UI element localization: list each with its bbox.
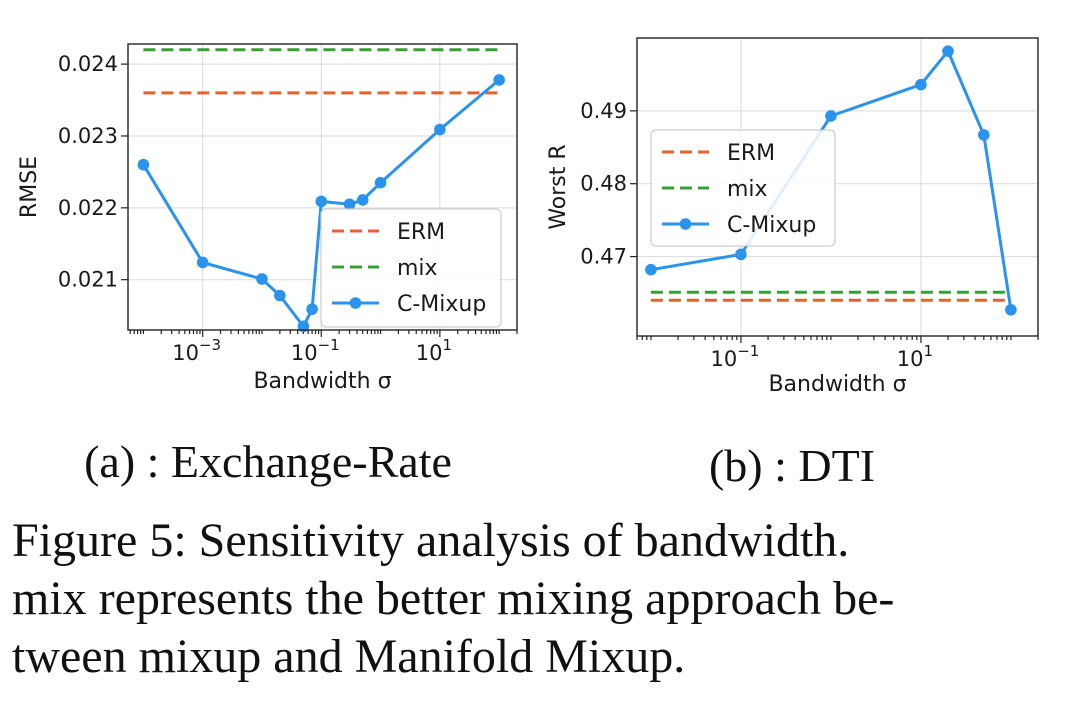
data-point-c-mixup xyxy=(434,123,446,136)
data-point-c-mixup xyxy=(196,256,209,269)
legend-label-c-mixup: C-Mixup xyxy=(397,292,486,317)
legend-label-mix: mix xyxy=(397,256,438,281)
y-tick-label: 0.49 xyxy=(580,99,627,123)
data-point-c-mixup xyxy=(306,303,318,315)
x-tick-exponent: 1 xyxy=(442,336,452,354)
data-point-c-mixup xyxy=(315,195,328,208)
y-tick-label: 0.021 xyxy=(58,268,118,292)
caption-line-3: tween mixup and Manifold Mixup. xyxy=(12,630,686,683)
y-tick-label: 0.48 xyxy=(580,172,627,196)
x-axis-label: Bandwidth σ xyxy=(768,372,906,397)
x-tick-exponent: −3 xyxy=(199,336,221,354)
legend-label-c-mixup: C-Mixup xyxy=(727,213,816,238)
data-point-c-mixup xyxy=(256,273,268,285)
legend-marker-c-mixup xyxy=(679,218,692,230)
y-axis-label: RMSE xyxy=(17,156,42,218)
subcaption-a: (a) : Exchange-Rate xyxy=(84,436,452,487)
caption-line-2: mix represents the better mixing approac… xyxy=(12,572,895,625)
chart-exchange-rate: 10−3 10−1 1010.0210.0220.0230.024Bandwidth… xyxy=(17,43,518,394)
x-tick-exponent: −1 xyxy=(318,336,340,354)
plot-frame xyxy=(636,37,1039,337)
legend-marker-c-mixup xyxy=(349,297,362,309)
x-tick-label: 10−1 xyxy=(291,336,340,365)
x-tick-label: 101 xyxy=(897,342,933,371)
subcaption-b: (b) : DTI xyxy=(709,440,875,491)
data-point-c-mixup xyxy=(274,289,286,302)
legend-label-erm: ERM xyxy=(397,220,445,245)
x-tick-base: 10 xyxy=(416,341,443,365)
y-axis-label: Worst R xyxy=(546,144,571,229)
legend-box xyxy=(650,129,836,247)
x-tick-label: 10−3 xyxy=(172,336,221,365)
x-tick-label: 10−1 xyxy=(711,342,760,371)
legend-label-mix: mix xyxy=(727,177,768,202)
x-tick-base: 10 xyxy=(172,341,199,365)
legend-box xyxy=(320,208,502,328)
x-axis-label: Bandwidth σ xyxy=(253,369,391,394)
data-point-c-mixup xyxy=(825,110,837,122)
data-point-c-mixup xyxy=(374,176,387,189)
y-tick-label: 0.47 xyxy=(580,245,627,269)
data-point-c-mixup xyxy=(735,248,747,261)
plot-frame xyxy=(127,43,518,331)
figure-caption: Figure 5: Sensitivity analysis of bandwi… xyxy=(12,512,1074,686)
data-point-c-mixup xyxy=(343,198,356,211)
y-tick-label: 0.022 xyxy=(58,196,118,220)
x-tick-label: 101 xyxy=(416,336,452,365)
data-point-c-mixup xyxy=(915,78,927,91)
data-point-c-mixup xyxy=(645,263,657,276)
caption-line-1: Figure 5: Sensitivity analysis of bandwi… xyxy=(12,514,850,567)
x-tick-exponent: 1 xyxy=(924,342,934,360)
legend-label-erm: ERM xyxy=(727,141,775,166)
x-tick-exponent: −1 xyxy=(737,342,759,360)
x-tick-base: 10 xyxy=(291,341,318,365)
x-tick-base: 10 xyxy=(897,347,924,371)
data-point-c-mixup xyxy=(942,45,954,57)
data-point-c-mixup xyxy=(1005,303,1017,316)
x-tick-base: 10 xyxy=(711,347,738,371)
data-point-c-mixup xyxy=(137,158,150,171)
data-point-c-mixup xyxy=(493,74,505,86)
y-tick-label: 0.024 xyxy=(58,52,118,76)
y-tick-label: 0.023 xyxy=(58,124,118,148)
data-point-c-mixup xyxy=(356,194,369,206)
data-point-c-mixup xyxy=(978,129,990,141)
series-line-c-mixup xyxy=(142,78,501,328)
